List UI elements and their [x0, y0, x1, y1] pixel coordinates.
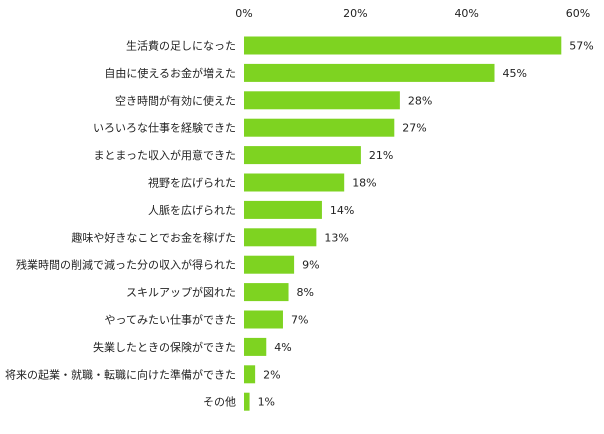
bar: [244, 392, 250, 411]
bar: [244, 283, 289, 302]
category-label: 生活費の足しになった: [126, 39, 236, 53]
value-label: 21%: [369, 149, 393, 162]
value-label: 9%: [302, 259, 319, 272]
category-label: 将来の起業・就職・転職に向けた準備ができた: [5, 367, 236, 381]
value-label: 7%: [291, 314, 308, 327]
category-label: その他: [203, 396, 236, 409]
category-label: 残業時間の削減で減った分の収入が得られた: [16, 258, 236, 272]
value-label: 14%: [330, 204, 354, 217]
bars: [244, 36, 562, 411]
value-label: 13%: [324, 231, 348, 244]
bar: [244, 36, 562, 55]
value-label: 57%: [569, 40, 593, 53]
x-tick-label: 40%: [454, 7, 478, 20]
value-label: 2%: [263, 368, 280, 381]
bar: [244, 200, 322, 219]
bar: [244, 173, 345, 192]
category-label: スキルアップが図れた: [126, 285, 236, 299]
bar: [244, 118, 395, 137]
value-label: 27%: [402, 122, 426, 135]
bar: [244, 255, 295, 274]
value-label: 4%: [274, 341, 291, 354]
bar: [244, 310, 283, 329]
category-label: まとまった収入が用意できた: [93, 148, 236, 162]
category-labels: 生活費の足しになった自由に使えるお金が増えた空き時間が有効に使えたいろいろな仕事…: [5, 39, 236, 409]
x-axis-ticks: 0% 20% 40% 60%: [235, 7, 590, 20]
bar: [244, 146, 361, 165]
category-label: 失業したときの保険ができた: [93, 340, 236, 354]
value-label: 45%: [503, 67, 527, 80]
value-label: 1%: [258, 396, 275, 409]
x-tick-label: 20%: [343, 7, 367, 20]
bar: [244, 228, 317, 247]
category-label: やってみたい仕事ができた: [105, 313, 236, 327]
category-label: 自由に使えるお金が増えた: [104, 66, 236, 80]
category-label: 趣味や好きなことでお金を稼げた: [71, 230, 236, 244]
bar: [244, 365, 256, 384]
bar: [244, 63, 495, 82]
category-label: 空き時間が有効に使えた: [115, 93, 236, 107]
category-label: いろいろな仕事を経験できた: [93, 121, 236, 135]
x-tick-label: 60%: [566, 7, 590, 20]
value-label: 18%: [352, 177, 376, 190]
bar: [244, 337, 267, 356]
value-label: 28%: [408, 94, 432, 107]
category-label: 視野を広げられた: [148, 176, 236, 190]
value-labels: 57% 45% 28% 27% 21% 18% 14% 13% 9% 8% 7% 4% 2% 1%: [258, 40, 594, 409]
category-label: 人脈を広げられた: [148, 203, 236, 217]
x-tick-label: 0%: [235, 7, 252, 20]
bar: [244, 91, 400, 110]
value-label: 8%: [297, 286, 314, 299]
